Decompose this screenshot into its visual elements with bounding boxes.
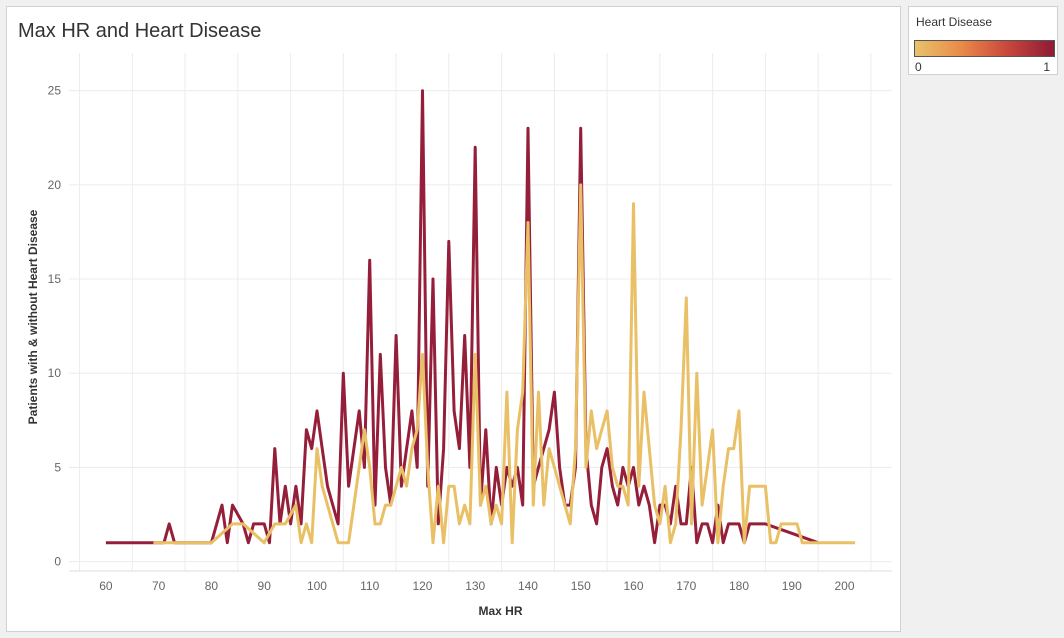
x-tick-label: 180 [729,579,749,593]
line-chart[interactable]: 60 70 80 90 100 110 120 130 140 150 160 170 180 190 20… [7,7,900,631]
color-legend[interactable]: Heart Disease 0 1 [908,6,1058,75]
x-tick-label: 200 [835,579,855,593]
y-tick-label: 15 [48,272,62,286]
x-tick-label: 100 [307,579,327,593]
x-tick-label: 190 [782,579,802,593]
x-tick-label: 160 [623,579,643,593]
x-tick-label: 170 [676,579,696,593]
x-tick-label: 120 [412,579,432,593]
legend-gradient-bar [914,40,1055,57]
legend-max-label: 1 [1043,60,1050,74]
y-tick-label: 5 [54,460,61,474]
x-tick-label: 80 [205,579,219,593]
x-tick-label: 150 [571,579,591,593]
series-line-1 [105,89,819,545]
series-line-0 [153,183,856,545]
x-tick-label: 140 [518,579,538,593]
legend-min-label: 0 [915,60,922,74]
x-tick-label: 130 [465,579,485,593]
y-tick-label: 25 [48,84,62,98]
x-tick-label: 60 [99,579,113,593]
x-tick-label: 110 [360,579,379,593]
x-axis-title: Max HR [478,604,522,618]
y-tick-label: 20 [48,178,62,192]
x-tick-label: 90 [258,579,272,593]
y-tick-label: 0 [54,555,61,569]
x-tick-label: 70 [152,579,166,593]
legend-title: Heart Disease [916,15,993,29]
y-tick-label: 10 [48,366,62,380]
y-axis-title: Patients with & without Heart Disease [26,209,40,424]
chart-title: Max HR and Heart Disease [18,20,262,42]
viz-panel: Max HR and Heart Disease 60 70 80 90 100 110 1… [6,6,901,632]
